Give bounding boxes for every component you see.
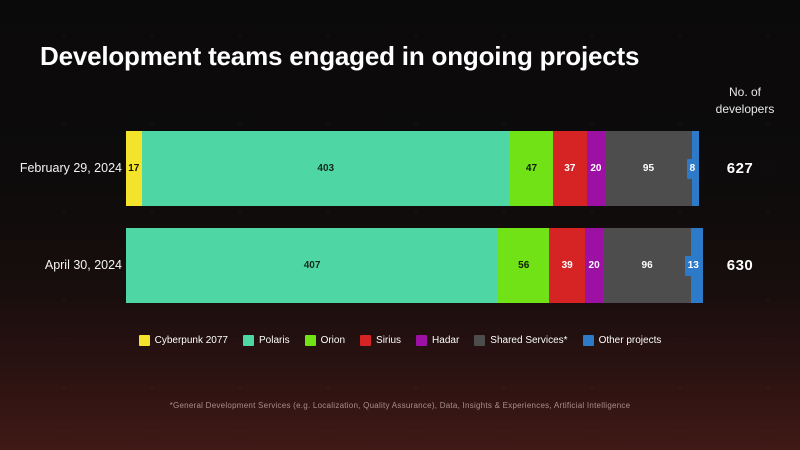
segment-value: 39 xyxy=(561,259,573,271)
legend-swatch-icon xyxy=(138,335,150,346)
legend-label: Sirius xyxy=(376,335,402,346)
legend-label: Orion xyxy=(320,335,346,346)
legend-item: Polaris xyxy=(243,335,290,346)
bar-segment: 13 xyxy=(684,228,703,303)
legend-item: Hadar xyxy=(416,335,459,346)
right-axis-label: No. of developers xyxy=(715,85,775,117)
segment-value: 17 xyxy=(128,162,140,174)
legend-label: Hadar xyxy=(432,335,460,346)
legend-label: Cyberpunk 2077 xyxy=(154,335,228,346)
segment-value: 13 xyxy=(684,255,702,276)
bar-segment: 17 xyxy=(126,131,142,206)
bar-segment: 20 xyxy=(586,131,606,206)
segment-value: 8 xyxy=(686,158,699,179)
segment-value: 403 xyxy=(317,162,335,174)
bar-segment: 403 xyxy=(141,131,510,206)
segment-value: 407 xyxy=(303,259,321,271)
stacked-bar: 407 56 39 20 96 13 xyxy=(126,228,703,303)
legend-item: Cyberpunk 2077 xyxy=(138,335,228,346)
legend-swatch-icon xyxy=(243,335,254,346)
segment-value: 20 xyxy=(588,259,600,271)
row-label: April 30, 2024 xyxy=(44,258,122,272)
bar-row: April 30, 2024 407 56 39 20 96 13 630 xyxy=(0,228,800,303)
legend-item: Shared Services* xyxy=(474,335,568,346)
bar-segment: 47 xyxy=(509,131,553,206)
legend-swatch-icon xyxy=(416,335,428,346)
segment-value: 95 xyxy=(642,162,655,174)
row-total: 627 xyxy=(726,160,754,177)
legend-swatch-icon xyxy=(360,335,372,346)
bar-segment: 37 xyxy=(552,131,587,206)
legend-label: Other projects xyxy=(598,335,662,346)
legend-label: Shared Services* xyxy=(490,335,568,346)
legend-swatch-icon xyxy=(304,335,316,346)
bar-segment: 95 xyxy=(605,131,692,206)
bar-segment: 407 xyxy=(126,228,499,303)
legend-swatch-icon xyxy=(474,335,486,346)
segment-value: 37 xyxy=(564,162,576,174)
bar-row: February 29, 2024 17 403 47 37 20 95 8 627 xyxy=(0,131,800,206)
bar-segment: 8 xyxy=(686,131,700,206)
stacked-bar: 17 403 47 37 20 95 8 xyxy=(126,131,700,206)
row-label: February 29, 2024 xyxy=(19,161,122,175)
segment-value: 20 xyxy=(590,162,602,174)
bar-segment: 96 xyxy=(603,228,691,303)
page-title: Development teams engaged in ongoing pro… xyxy=(40,41,640,71)
legend-label: Polaris xyxy=(259,335,290,346)
segment-value: 96 xyxy=(641,259,653,271)
legend-item: Other projects xyxy=(582,335,662,346)
segment-value: 47 xyxy=(525,162,538,174)
chart-legend: Cyberpunk 2077 Polaris Orion Sirius Hadar Sha… xyxy=(0,335,800,346)
footnote: *General Development Services (e.g. Loca… xyxy=(169,401,631,410)
bar-segment: 56 xyxy=(498,228,550,303)
bar-segment: 39 xyxy=(549,228,585,303)
legend-swatch-icon xyxy=(582,335,594,346)
row-total: 630 xyxy=(726,257,754,274)
legend-item: Sirius xyxy=(360,335,401,346)
legend-item: Orion xyxy=(304,335,346,346)
segment-value: 56 xyxy=(518,259,530,271)
bar-segment: 20 xyxy=(584,228,604,303)
